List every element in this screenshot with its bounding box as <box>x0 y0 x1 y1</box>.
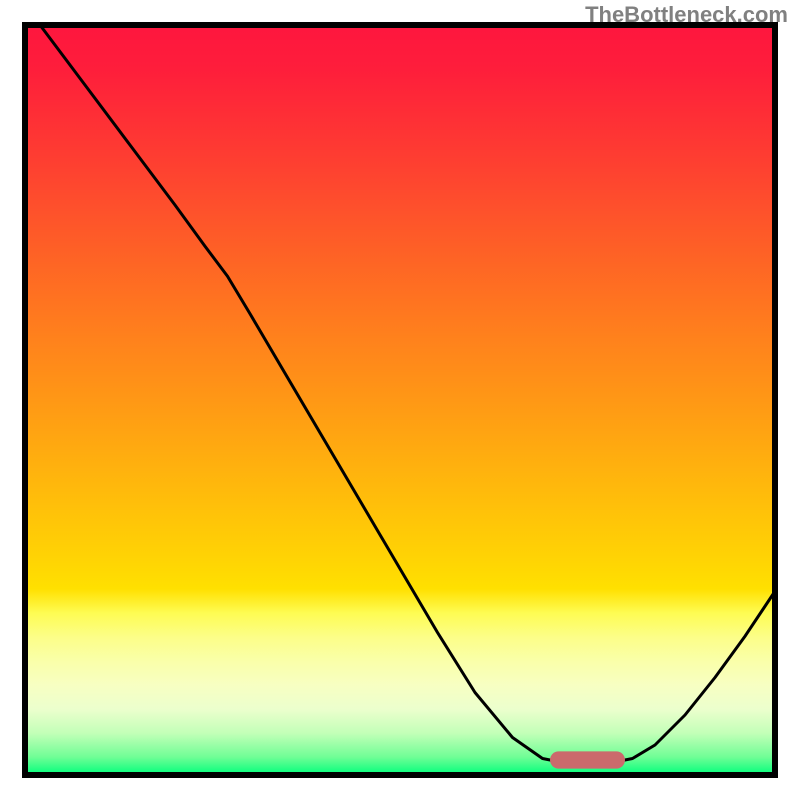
optimal-marker <box>550 751 625 768</box>
plot-background <box>25 25 775 775</box>
attribution-text: TheBottleneck.com <box>585 2 788 28</box>
chart-stage: TheBottleneck.com <box>0 0 800 800</box>
bottleneck-chart <box>0 0 800 800</box>
